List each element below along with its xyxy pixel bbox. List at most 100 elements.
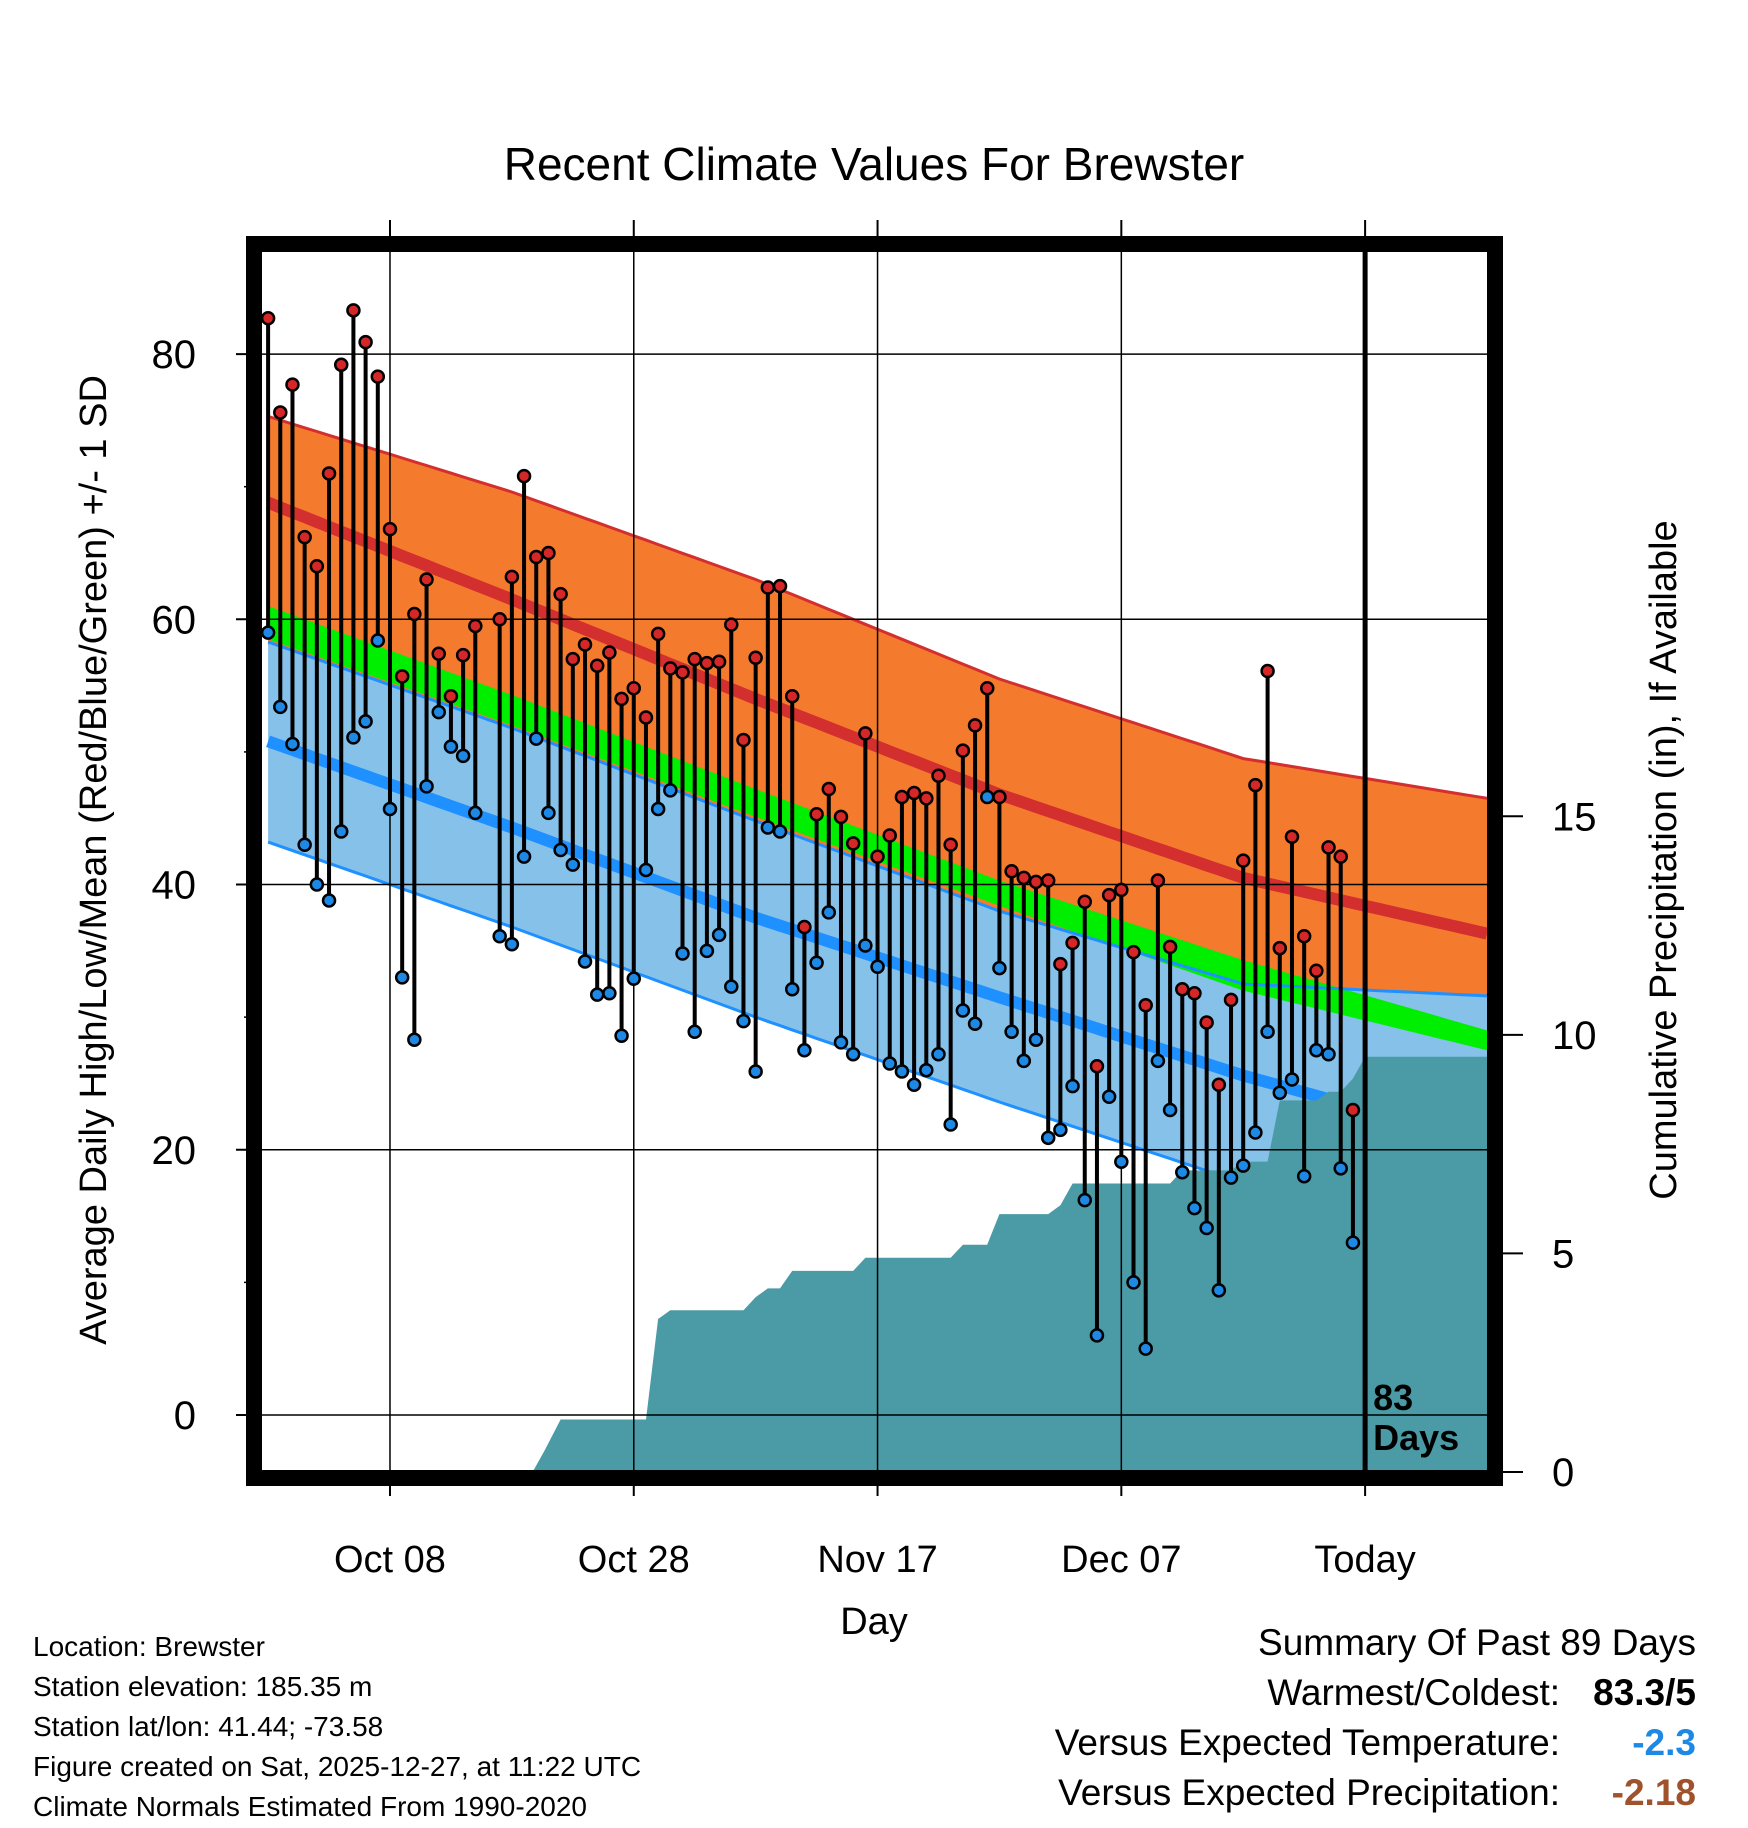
daily-low-point — [1260, 1024, 1275, 1039]
daily-high-point — [858, 726, 873, 741]
daily-obs — [321, 466, 337, 908]
daily-high-point — [663, 661, 678, 676]
daily-low-point — [943, 1117, 958, 1132]
daily-low-point — [760, 820, 776, 835]
daily-high-point — [797, 919, 812, 935]
daily-obs — [1296, 929, 1312, 1184]
today-days-label: Days — [1373, 1417, 1459, 1458]
daily-obs — [419, 572, 434, 794]
daily-obs — [675, 665, 690, 961]
daily-obs — [1199, 1015, 1214, 1236]
daily-obs — [589, 658, 605, 1002]
daily-observations — [260, 303, 1361, 1356]
daily-high-point — [1040, 873, 1056, 888]
daily-high-point — [1126, 944, 1141, 960]
daily-low-point — [565, 857, 581, 872]
daily-high-point — [260, 311, 276, 326]
daily-high-point — [1187, 986, 1202, 1001]
daily-low-point — [602, 986, 617, 1001]
daily-obs — [638, 710, 654, 878]
daily-obs — [772, 578, 788, 839]
daily-low-point — [1223, 1170, 1239, 1185]
daily-high-point — [602, 645, 617, 660]
daily-low-point — [260, 625, 276, 640]
daily-low-point — [784, 982, 800, 997]
x-tick-label: Today — [1314, 1539, 1415, 1581]
daily-low-point — [1162, 1102, 1178, 1118]
daily-obs — [333, 357, 349, 839]
x-tick-label: Nov 17 — [817, 1539, 937, 1581]
daily-low-point — [1248, 1125, 1263, 1140]
daily-high-point — [273, 405, 288, 420]
daily-low-point — [1187, 1200, 1202, 1216]
precip-tick-label: 5 — [1552, 1232, 1574, 1276]
daily-low-point — [419, 779, 434, 794]
daily-high-point — [382, 521, 398, 537]
daily-obs — [858, 726, 873, 953]
daily-high-point — [358, 334, 373, 350]
daily-low-point — [468, 805, 483, 821]
daily-high-point — [614, 691, 629, 707]
daily-high-point — [979, 681, 995, 696]
daily-obs — [821, 781, 837, 920]
daily-low-point — [455, 748, 471, 764]
daily-high-point — [784, 688, 800, 704]
daily-low-point — [407, 1032, 422, 1047]
daily-high-point — [1114, 882, 1129, 898]
daily-low-point — [1235, 1158, 1251, 1173]
daily-obs — [273, 405, 288, 715]
daily-obs — [1321, 840, 1336, 1062]
daily-high-point — [711, 654, 727, 669]
daily-low-point — [833, 1035, 849, 1050]
daily-low-point — [309, 877, 325, 892]
daily-high-point — [626, 681, 642, 696]
daily-high-point — [748, 650, 763, 666]
daily-low-point — [1004, 1024, 1019, 1039]
daily-obs — [1089, 1058, 1105, 1343]
daily-obs — [1345, 1102, 1361, 1250]
daily-low-point — [626, 971, 642, 986]
daily-obs — [1309, 963, 1324, 1058]
daily-obs — [602, 645, 617, 1001]
daily-high-point — [736, 732, 751, 748]
daily-low-point — [638, 862, 654, 878]
daily-low-point — [541, 805, 556, 821]
daily-low-point — [1089, 1328, 1105, 1343]
daily-obs — [663, 661, 678, 798]
daily-high-point — [845, 836, 861, 851]
daily-low-point — [687, 1024, 702, 1039]
daily-low-point — [711, 927, 727, 943]
daily-obs — [1101, 887, 1117, 1104]
daily-high-point — [1248, 777, 1263, 793]
summary-temp-row: Versus Expected Temperature: -2.3 — [1055, 1722, 1696, 1764]
daily-high-point — [1260, 663, 1275, 679]
daily-obs — [1065, 935, 1080, 1094]
daily-low-point — [1272, 1085, 1288, 1100]
daily-obs — [833, 809, 849, 1050]
daily-low-point — [1077, 1192, 1093, 1208]
daily-high-point — [1162, 939, 1178, 955]
daily-obs — [614, 691, 629, 1043]
daily-high-point — [419, 572, 434, 587]
summary-temp-value: -2.3 — [1632, 1722, 1696, 1763]
daily-obs — [1126, 944, 1141, 1290]
y-tick-label: 40 — [152, 864, 197, 908]
summary-warmest-value: 83.3/5 — [1593, 1672, 1696, 1713]
daily-low-point — [992, 960, 1007, 976]
daily-low-point — [321, 893, 337, 908]
summary-warmest-row: Warmest/Coldest: 83.3/5 — [1267, 1672, 1696, 1714]
daily-low-point — [772, 824, 788, 839]
y-tick-label: 80 — [152, 333, 197, 377]
daily-high-point — [1004, 864, 1019, 879]
daily-high-point — [1077, 894, 1093, 910]
daily-low-point — [724, 979, 739, 994]
daily-low-point — [699, 943, 715, 959]
daily-high-point — [1284, 829, 1300, 845]
daily-high-point — [1138, 997, 1153, 1013]
daily-low-point — [1016, 1053, 1032, 1069]
daily-high-point — [468, 618, 483, 634]
daily-high-point — [443, 688, 459, 704]
daily-high-point — [1028, 874, 1044, 890]
daily-high-point — [1235, 853, 1251, 868]
y-tick-label: 60 — [152, 598, 197, 642]
